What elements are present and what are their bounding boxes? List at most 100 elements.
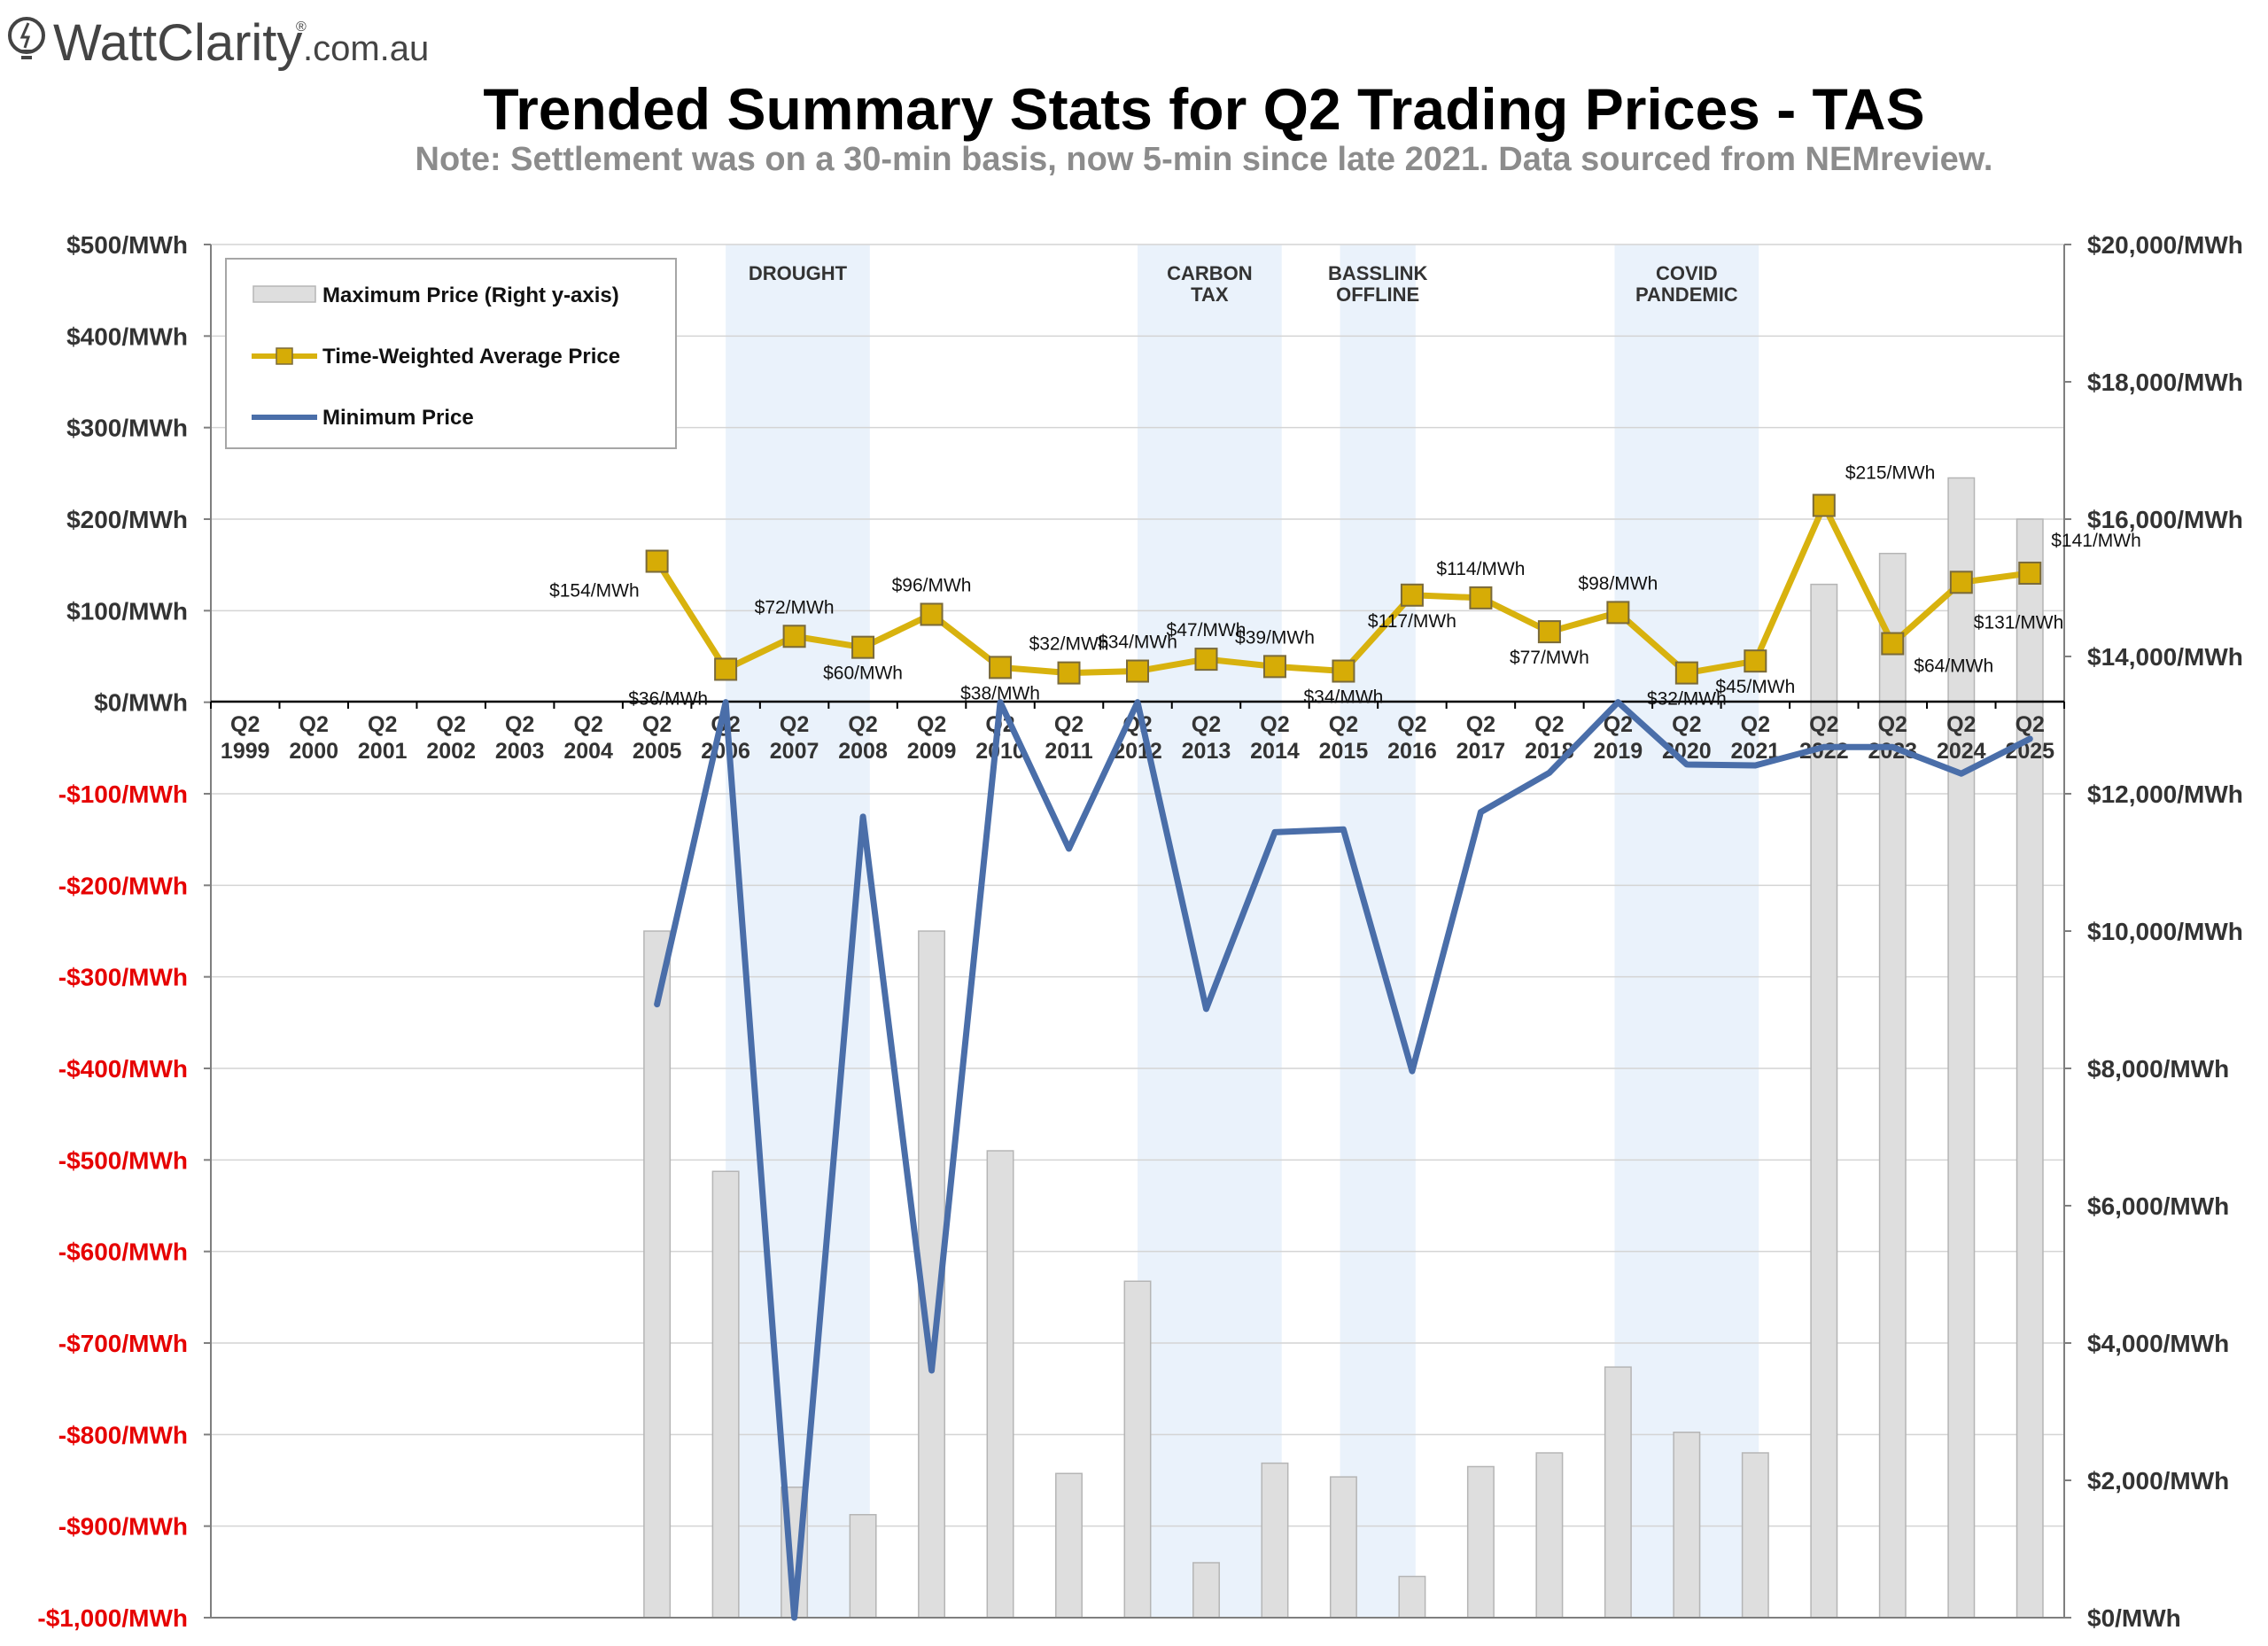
left-y-tick-label: $100/MWh — [66, 597, 188, 625]
twap-data-label: $72/MWh — [755, 597, 835, 617]
twap-data-label: $36/MWh — [628, 688, 708, 709]
x-tick-label-quarter: Q2 — [780, 712, 809, 737]
right-y-tick-label: $10,000/MWh — [2087, 918, 2243, 945]
twap-data-label: $77/MWh — [1510, 648, 1589, 668]
right-y-tick-label: $20,000/MWh — [2087, 231, 2243, 259]
max-price-bar — [711, 1170, 740, 1619]
right-y-tick-label: $2,000/MWh — [2087, 1467, 2229, 1495]
max-price-bar — [1123, 1280, 1152, 1619]
twap-data-label: $32/MWh — [1647, 689, 1727, 710]
left-y-tick-label: -$900/MWh — [58, 1513, 188, 1541]
twap-data-label: $64/MWh — [1914, 656, 1993, 677]
x-tick-label-quarter: Q2 — [1397, 712, 1426, 737]
x-tick-label-year: 2000 — [289, 739, 338, 764]
x-tick-label-quarter: Q2 — [1946, 712, 1976, 737]
right-y-tick-label: $16,000/MWh — [2087, 506, 2243, 533]
x-tick-label-quarter: Q2 — [437, 712, 466, 737]
twap-point — [1400, 583, 1424, 607]
band-covid-pandemic — [1614, 245, 1759, 1618]
x-tick-label-quarter: Q2 — [1672, 712, 1701, 737]
x-tick-label-quarter: Q2 — [848, 712, 877, 737]
band-basslink-offline — [1340, 245, 1416, 1618]
x-tick-label-quarter: Q2 — [1329, 712, 1358, 737]
left-y-tick-label: -$500/MWh — [58, 1146, 188, 1174]
x-tick-label-quarter: Q2 — [1192, 712, 1221, 737]
right-y-tick-label: $6,000/MWh — [2087, 1192, 2229, 1220]
x-tick-label-quarter: Q2 — [368, 712, 397, 737]
x-tick-label-year: 2016 — [1387, 739, 1437, 764]
right-y-tick-label: $14,000/MWh — [2087, 643, 2243, 671]
lightbulb-icon — [8, 17, 45, 59]
twap-data-label: $98/MWh — [1578, 573, 1658, 594]
max-price-bar — [849, 1514, 877, 1619]
left-y-tick-label: -$300/MWh — [58, 964, 188, 991]
twap-point — [1606, 601, 1630, 625]
chart-subtitle: Note: Settlement was on a 30-min basis, … — [416, 141, 1993, 178]
left-y-tick-label: -$400/MWh — [58, 1055, 188, 1083]
legend-label-min: Minimum Price — [322, 406, 474, 430]
band-label: COVID — [1656, 262, 1718, 284]
twap-point — [920, 602, 944, 626]
legend-label-twap: Time-Weighted Average Price — [322, 345, 620, 369]
twap-point — [1469, 586, 1493, 609]
x-tick-label-quarter: Q2 — [505, 712, 534, 737]
chart-title: Trended Summary Stats for Q2 Trading Pri… — [483, 76, 1924, 142]
band-label: CARBON — [1167, 262, 1253, 284]
twap-data-label: $34/MWh — [1098, 633, 1177, 653]
band-label: OFFLINE — [1336, 283, 1419, 306]
twap-point — [782, 625, 806, 648]
right-y-tick-label: $12,000/MWh — [2087, 780, 2243, 808]
twap-series — [645, 493, 2042, 685]
twap-point — [1674, 661, 1698, 685]
x-tick-label-quarter: Q2 — [1878, 712, 1907, 737]
twap-point — [1949, 571, 1973, 594]
legend-label-max: Maximum Price (Right y-axis) — [322, 283, 619, 307]
x-tick-label-year: 2013 — [1182, 739, 1231, 764]
twap-data-label: $34/MWh — [1304, 687, 1384, 708]
max-price-bar — [1055, 1472, 1083, 1619]
right-y-tick-label: $4,000/MWh — [2087, 1330, 2229, 1357]
max-price-bar — [1329, 1476, 1357, 1619]
band-label: BASSLINK — [1328, 262, 1428, 284]
x-tick-label-year: 2025 — [2005, 739, 2054, 764]
right-y-tick-label: $0/MWh — [2087, 1604, 2181, 1632]
max-price-bar — [1604, 1366, 1632, 1619]
left-y-tick-label: -$1,000/MWh — [37, 1604, 188, 1632]
left-y-tick-label: $400/MWh — [66, 322, 188, 350]
legend-swatch-max — [252, 285, 316, 303]
x-tick-label-year: 2009 — [907, 739, 957, 764]
x-tick-label-year: 2004 — [563, 739, 613, 764]
x-tick-label-quarter: Q2 — [1741, 712, 1770, 737]
twap-point — [1744, 649, 1767, 673]
twap-data-label: $39/MWh — [1235, 627, 1315, 648]
band-label: DROUGHT — [749, 262, 848, 284]
legend-swatch-twap-marker — [276, 347, 293, 365]
x-tick-label-year: 2003 — [495, 739, 545, 764]
x-tick-label-quarter: Q2 — [573, 712, 602, 737]
x-tick-label-quarter: Q2 — [2016, 712, 2045, 737]
twap-data-label: $117/MWh — [1368, 611, 1456, 632]
x-tick-label-quarter: Q2 — [1260, 712, 1289, 737]
twap-point — [1881, 632, 1905, 656]
max-price-bar — [1810, 583, 1838, 1619]
twap-point — [989, 656, 1013, 679]
max-price-bar — [1878, 553, 1907, 1619]
right-y-tick-label: $8,000/MWh — [2087, 1055, 2229, 1083]
legend: Maximum Price (Right y-axis) Time-Weighte… — [225, 258, 677, 449]
left-y-tick-label: -$200/MWh — [58, 872, 188, 899]
twap-point — [1332, 659, 1355, 683]
x-tick-label-quarter: Q2 — [1534, 712, 1564, 737]
x-tick-label-year: 2007 — [770, 739, 819, 764]
left-y-axis-ticks: $500/MWh $400/MWh $300/MWh $200/MWh $100/MWh… — [37, 231, 188, 1632]
twap-point — [1126, 659, 1149, 683]
x-tick-label-quarter: Q2 — [230, 712, 260, 737]
band-label: PANDEMIC — [1635, 283, 1738, 306]
twap-data-label: $96/MWh — [892, 575, 972, 595]
twap-point — [714, 657, 738, 681]
band-drought — [726, 245, 870, 1618]
max-price-bar — [1261, 1462, 1289, 1619]
twap-point — [1537, 620, 1561, 644]
twap-data-label: $45/MWh — [1715, 677, 1795, 697]
max-price-bar — [2016, 518, 2044, 1619]
